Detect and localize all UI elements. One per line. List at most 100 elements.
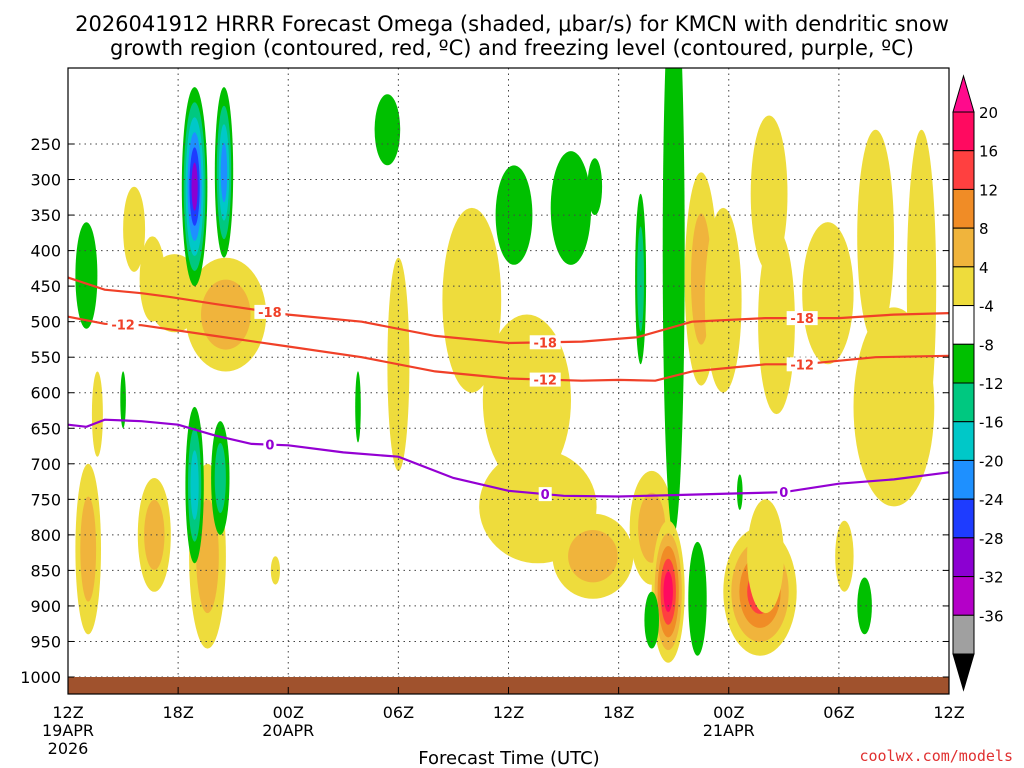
- omega-region-28-4: [663, 571, 673, 612]
- colorbar-segment-16: [952, 150, 975, 190]
- omega-region-1-0: [91, 371, 103, 457]
- x-tick-label-42: 06Z: [823, 703, 854, 722]
- omega-region-32-0: [747, 499, 784, 614]
- x-tick-label-30: 18Z: [603, 703, 634, 722]
- chart-title-line-1: 2026041912 HRRR Forecast Omega (shaded, …: [75, 12, 949, 36]
- colorbar-label--28: -28: [979, 530, 1004, 548]
- colorbar-segment--8: [952, 343, 975, 384]
- omega-region-23-0: [587, 158, 603, 216]
- contour-label-bg-0-1: [529, 335, 561, 350]
- omega-region-29-0: [688, 541, 707, 656]
- y-tick-label-300: 300: [30, 171, 61, 190]
- contour-label-0-2: 0: [779, 486, 788, 501]
- colorbar-label--16: -16: [979, 414, 1004, 432]
- colorbar-segment-8: [952, 227, 975, 268]
- y-tick-label-1000: 1000: [20, 668, 61, 687]
- omega-region-0-0: [75, 222, 98, 329]
- x-tick-label-36: 00Z: [713, 703, 744, 722]
- omega-region-10-3: [220, 142, 228, 203]
- contour-label--12-0: -12: [111, 319, 135, 334]
- omega-region-24-1: [637, 226, 644, 332]
- contour-label-bg-2-0: [263, 437, 277, 452]
- omega-region-15-0: [374, 94, 401, 166]
- colorbar-label-16: 16: [979, 143, 998, 161]
- chart-title-line-2: growth region (contoured, red, ºC) and f…: [110, 36, 914, 60]
- y-tick-label-750: 750: [30, 490, 61, 509]
- x-tick-sublabel-12-0: 20APR: [262, 721, 314, 740]
- y-axis-ticks: 250 300 350 400 450 500 550 600 650 700 750 800 850 9…: [20, 135, 949, 687]
- contour-label--12-2: -12: [790, 358, 814, 373]
- y-tick-label-950: 950: [30, 632, 61, 651]
- colorbar-segment--16: [952, 421, 975, 461]
- contour-line--12-1: [67, 315, 950, 382]
- y-tick-label-450: 450: [30, 277, 61, 296]
- omega-region-27-0: [704, 207, 742, 393]
- omega-region-22-0: [550, 151, 592, 265]
- contour-label-bg-0-0: [254, 304, 286, 319]
- colorbar-segment-12: [952, 188, 975, 229]
- contour-line-0-2: [67, 418, 950, 498]
- y-tick-label-350: 350: [30, 206, 61, 225]
- omega-region-42-0: [355, 371, 361, 443]
- colorbar-label--4: -4: [979, 298, 994, 316]
- contour-label--12-1: -12: [533, 374, 557, 389]
- x-tick-label-18: 06Z: [383, 703, 414, 722]
- contour-label--18-2: -18: [790, 312, 814, 327]
- contour-label-bg-0-2: [786, 311, 818, 326]
- y-tick-label-500: 500: [30, 313, 61, 332]
- omega-region-19-1: [568, 530, 618, 583]
- y-tick-label-600: 600: [30, 384, 61, 403]
- omega-region-36-0: [857, 129, 894, 343]
- colorbar-label--12: -12: [979, 375, 1004, 393]
- colorbar-label-12: 12: [979, 181, 998, 199]
- y-tick-label-550: 550: [30, 348, 61, 367]
- colorbar-top-arrow: [952, 74, 975, 113]
- omega-region-12-1: [214, 443, 226, 513]
- colorbar-label--8: -8: [979, 336, 994, 354]
- grid-lines: [68, 68, 949, 694]
- contour-label-bg-1-1: [529, 372, 561, 387]
- contour-label-0-0: 0: [265, 439, 274, 454]
- colorbar-label--32: -32: [979, 569, 1004, 587]
- contour-label--18-1: -18: [533, 336, 557, 351]
- colorbar-segment--24: [952, 498, 975, 539]
- omega-region-39-0: [835, 520, 854, 592]
- x-tick-label-24: 12Z: [493, 703, 524, 722]
- x-tick-label-48: 12Z: [933, 703, 964, 722]
- colorbar-bottom-arrow: [952, 653, 975, 692]
- omega-region-6-1: [80, 496, 97, 602]
- y-tick-label-800: 800: [30, 526, 61, 545]
- y-tick-label-650: 650: [30, 419, 61, 438]
- y-tick-label-250: 250: [30, 135, 61, 154]
- omega-region-34-0: [758, 229, 795, 415]
- colorbar-label-8: 8: [979, 220, 989, 238]
- contour-label-bg-1-0: [107, 317, 139, 332]
- y-tick-label-700: 700: [30, 455, 61, 474]
- credit-link[interactable]: coolwx.com/models: [859, 747, 1013, 765]
- contour-label--18-0: -18: [258, 306, 282, 321]
- colorbar-segment--4: [952, 305, 975, 345]
- x-tick-sublabel-0-1: 2026: [48, 739, 89, 758]
- omega-region-43-0: [120, 371, 126, 429]
- colorbar-segment--12: [952, 382, 975, 423]
- omega-region-16-0: [442, 207, 502, 393]
- omega-region-11-2: [190, 450, 199, 520]
- y-tick-label-850: 850: [30, 561, 61, 580]
- temperature-contours: -18 -18 -18 -12 -12 -12 0 0 0: [67, 276, 950, 503]
- omega-region-17-0: [482, 314, 571, 486]
- contour-label-bg-2-1: [538, 487, 552, 502]
- x-tick-sublabel-36-0: 21APR: [703, 721, 755, 740]
- colorbar-label-4: 4: [979, 259, 989, 277]
- x-tick-label-0: 12Z: [52, 703, 83, 722]
- colorbar-segment--28: [952, 537, 975, 578]
- colorbar-segment-20: [952, 111, 975, 152]
- omega-shading: [75, 68, 937, 663]
- omega-region-35-0: [802, 222, 854, 365]
- x-axis-label: Forecast Time (UTC): [418, 748, 599, 768]
- y-tick-label-900: 900: [30, 597, 61, 616]
- colorbar-label--20: -20: [979, 452, 1004, 470]
- x-tick-sublabel-0-0: 19APR: [42, 721, 94, 740]
- x-tick-label-12: 00Z: [273, 703, 304, 722]
